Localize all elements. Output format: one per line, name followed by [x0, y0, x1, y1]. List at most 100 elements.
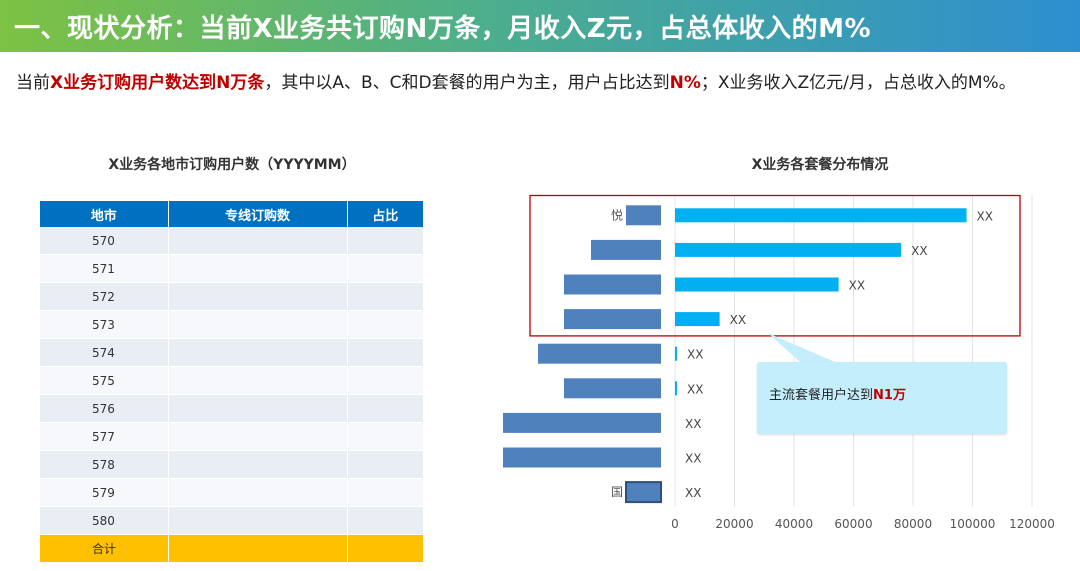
- table-row: 580: [40, 506, 425, 535]
- table-row: 579: [40, 478, 425, 507]
- table-cell-total-count: [168, 534, 348, 563]
- table-cell-total-ratio: [347, 534, 425, 563]
- table-cell-ratio: [347, 338, 425, 367]
- data-label: XX: [911, 244, 927, 258]
- data-label: XX: [687, 382, 703, 396]
- table-cell-ratio: [347, 310, 425, 339]
- label-mask: [564, 274, 661, 295]
- table-cell-ratio: [347, 394, 425, 423]
- category-label: 国: [611, 485, 623, 499]
- table-cell-city: 580: [40, 506, 169, 535]
- table-cell-city: 577: [40, 422, 169, 451]
- x-tick-label: 100000: [950, 517, 996, 531]
- table-cell-count: [168, 394, 348, 423]
- table-row: 574: [40, 338, 425, 367]
- table-header-city: 地市: [40, 201, 169, 227]
- data-label: XX: [849, 279, 865, 293]
- table-cell-count: [168, 478, 348, 507]
- callout-text-1: 主流套餐用户达到: [769, 388, 874, 403]
- chart-title: X业务各套餐分布情况: [751, 157, 889, 173]
- data-label: XX: [687, 348, 703, 362]
- data-label: XX: [685, 417, 701, 431]
- table-cell-count: [168, 227, 348, 255]
- table-row-total: 合计: [40, 534, 425, 563]
- table-row: 577: [40, 422, 425, 451]
- table-row: 571: [40, 254, 425, 283]
- table-cell-count: [168, 422, 348, 451]
- table-cell-count: [168, 254, 348, 283]
- table-cell-city: 579: [40, 478, 169, 507]
- x-tick-label: 40000: [775, 517, 813, 531]
- table-cell-ratio: [347, 506, 425, 535]
- table-cell-count: [168, 506, 348, 535]
- table-cell-ratio: [347, 227, 425, 255]
- page-title: 一、现状分析：当前X业务共订购N万条，月收入Z元，占总体收入的M%: [14, 14, 872, 44]
- table-cell-city: 575: [40, 366, 169, 395]
- x-tick-label: 20000: [715, 517, 753, 531]
- summary-text-2: ，其中以A、B、C和D套餐的用户为主，用户占比达到: [264, 73, 670, 93]
- x-tick-label: 60000: [834, 517, 872, 531]
- x-tick-label: 80000: [894, 517, 932, 531]
- summary-highlight-users: X业务订购用户数达到N万条: [50, 73, 265, 93]
- x-tick-label: 0: [671, 517, 679, 531]
- table-cell-city: 573: [40, 310, 169, 339]
- summary-text-1: 当前: [16, 73, 50, 93]
- table-row: 575: [40, 366, 425, 395]
- table-cell-count: [168, 450, 348, 479]
- label-mask: [564, 309, 661, 330]
- x-tick-label: 120000: [1009, 517, 1055, 531]
- table-title: X业务各地市订购用户数（YYYYMM）: [108, 157, 356, 173]
- label-mask: [591, 239, 661, 260]
- header-banner: 一、现状分析：当前X业务共订购N万条，月收入Z元，占总体收入的M%: [0, 0, 1080, 52]
- table-cell-city: 576: [40, 394, 169, 423]
- label-mask: [503, 447, 661, 468]
- table-row: 578: [40, 450, 425, 479]
- label-mask: [503, 412, 661, 433]
- callout-highlight: N1万: [873, 388, 906, 403]
- table-row: 576: [40, 394, 425, 423]
- bar: [675, 242, 902, 257]
- city-subscription-table: 地市 专线订购数 占比 570 571 572 573 574 575 576 577 578 5…: [40, 201, 425, 563]
- table-cell-city: 572: [40, 282, 169, 311]
- summary-highlight-ratio: N%: [669, 73, 701, 93]
- table-cell-ratio: [347, 450, 425, 479]
- category-label: 悦: [611, 208, 623, 222]
- data-label: XX: [685, 486, 701, 500]
- label-mask: [626, 205, 661, 226]
- table-cell-total-label: 合计: [40, 534, 169, 563]
- table-row: 573: [40, 310, 425, 339]
- data-label: XX: [730, 313, 746, 327]
- summary-text-3: ；X业务收入Z亿元/月，占总收入的M%。: [700, 73, 1016, 93]
- package-distribution-chart: 020000400006000080000100000120000悦XX互XX商…: [503, 194, 1055, 531]
- table-cell-count: [168, 310, 348, 339]
- table-cell-city: 578: [40, 450, 169, 479]
- table-header-ratio: 占比: [347, 201, 425, 227]
- data-label: XX: [685, 452, 701, 466]
- bar: [675, 312, 720, 327]
- bar: [675, 346, 677, 361]
- table-header-count: 专线订购数: [168, 201, 348, 227]
- table-cell-count: [168, 366, 348, 395]
- table-cell-count: [168, 282, 348, 311]
- callout-text: 主流套餐用户达到N1万: [769, 384, 906, 403]
- data-label: XX: [977, 209, 993, 223]
- table-cell-ratio: [347, 478, 425, 507]
- table-row: 570: [40, 227, 425, 255]
- table-cell-count: [168, 338, 348, 367]
- bar: [675, 277, 839, 292]
- table-cell-ratio: [347, 422, 425, 451]
- summary-paragraph: 当前X业务订购用户数达到N万条，其中以A、B、C和D套餐的用户为主，用户占比达到…: [16, 70, 1061, 96]
- label-mask: [625, 481, 662, 504]
- table-cell-ratio: [347, 366, 425, 395]
- table-cell-ratio: [347, 254, 425, 283]
- table-row: 572: [40, 282, 425, 311]
- label-mask: [538, 343, 661, 364]
- table-cell-city: 574: [40, 338, 169, 367]
- table-cell-city: 570: [40, 227, 169, 255]
- table-cell-city: 571: [40, 254, 169, 283]
- callout-box: 主流套餐用户达到N1万: [757, 362, 1007, 434]
- table-cell-ratio: [347, 282, 425, 311]
- label-mask: [564, 378, 661, 399]
- bar: [675, 208, 967, 223]
- bar: [675, 381, 677, 396]
